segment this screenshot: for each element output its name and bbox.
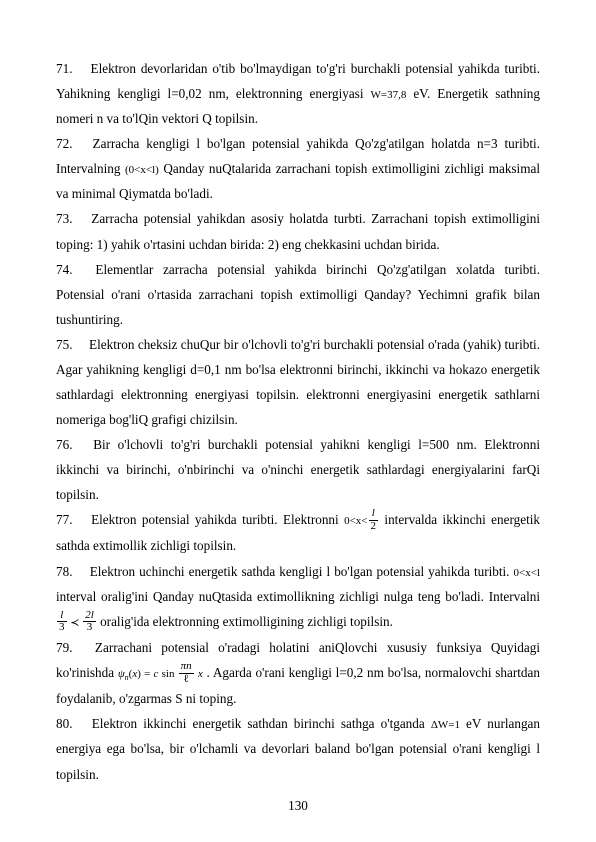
paragraph: 72. Zarracha kengligi l bo'lgan potensia… bbox=[56, 131, 540, 206]
page-number: 130 bbox=[0, 798, 596, 814]
paragraph: 76. Bir o'lchovli to'g'ri burchakli pote… bbox=[56, 432, 540, 507]
paragraph: 75. Elektron cheksiz chuQur bir o'lchovl… bbox=[56, 332, 540, 432]
inline-expression: W=37,8 bbox=[370, 89, 406, 101]
document-page: 71. Elektron devorlaridan o'tib bo'lmayd… bbox=[0, 0, 596, 842]
fraction: πnℓ bbox=[179, 661, 194, 685]
page-body: 71. Elektron devorlaridan o'tib bo'lmayd… bbox=[56, 56, 540, 787]
inline-expression: 0<x<l bbox=[514, 567, 540, 579]
inline-expression: ≺ bbox=[68, 617, 83, 629]
psi-expression: ψn(x) = c sin πnℓ x bbox=[118, 668, 203, 680]
paragraph: 77. Elektron potensial yahikda turibti. … bbox=[56, 507, 540, 558]
inline-expression: ΔW=1 bbox=[431, 719, 460, 731]
inline-expression: (0<x<l) bbox=[125, 164, 159, 176]
paragraph: 78. Elektron uchinchi energetik sathda k… bbox=[56, 559, 540, 635]
paragraph: 73. Zarracha potensial yahikdan asosiy h… bbox=[56, 206, 540, 256]
paragraph: 79. Zarrachani potensial o'radagi holati… bbox=[56, 635, 540, 712]
fraction: l3 bbox=[57, 610, 67, 634]
fraction: l2 bbox=[369, 508, 379, 532]
paragraph: 80. Elektron ikkinchi energetik sathdan … bbox=[56, 711, 540, 786]
inline-expression: 0<x< bbox=[344, 515, 367, 527]
paragraph: 74. Elementlar zarracha potensial yahikd… bbox=[56, 257, 540, 332]
fraction: 2l3 bbox=[83, 610, 96, 634]
paragraph: 71. Elektron devorlaridan o'tib bo'lmayd… bbox=[56, 56, 540, 131]
